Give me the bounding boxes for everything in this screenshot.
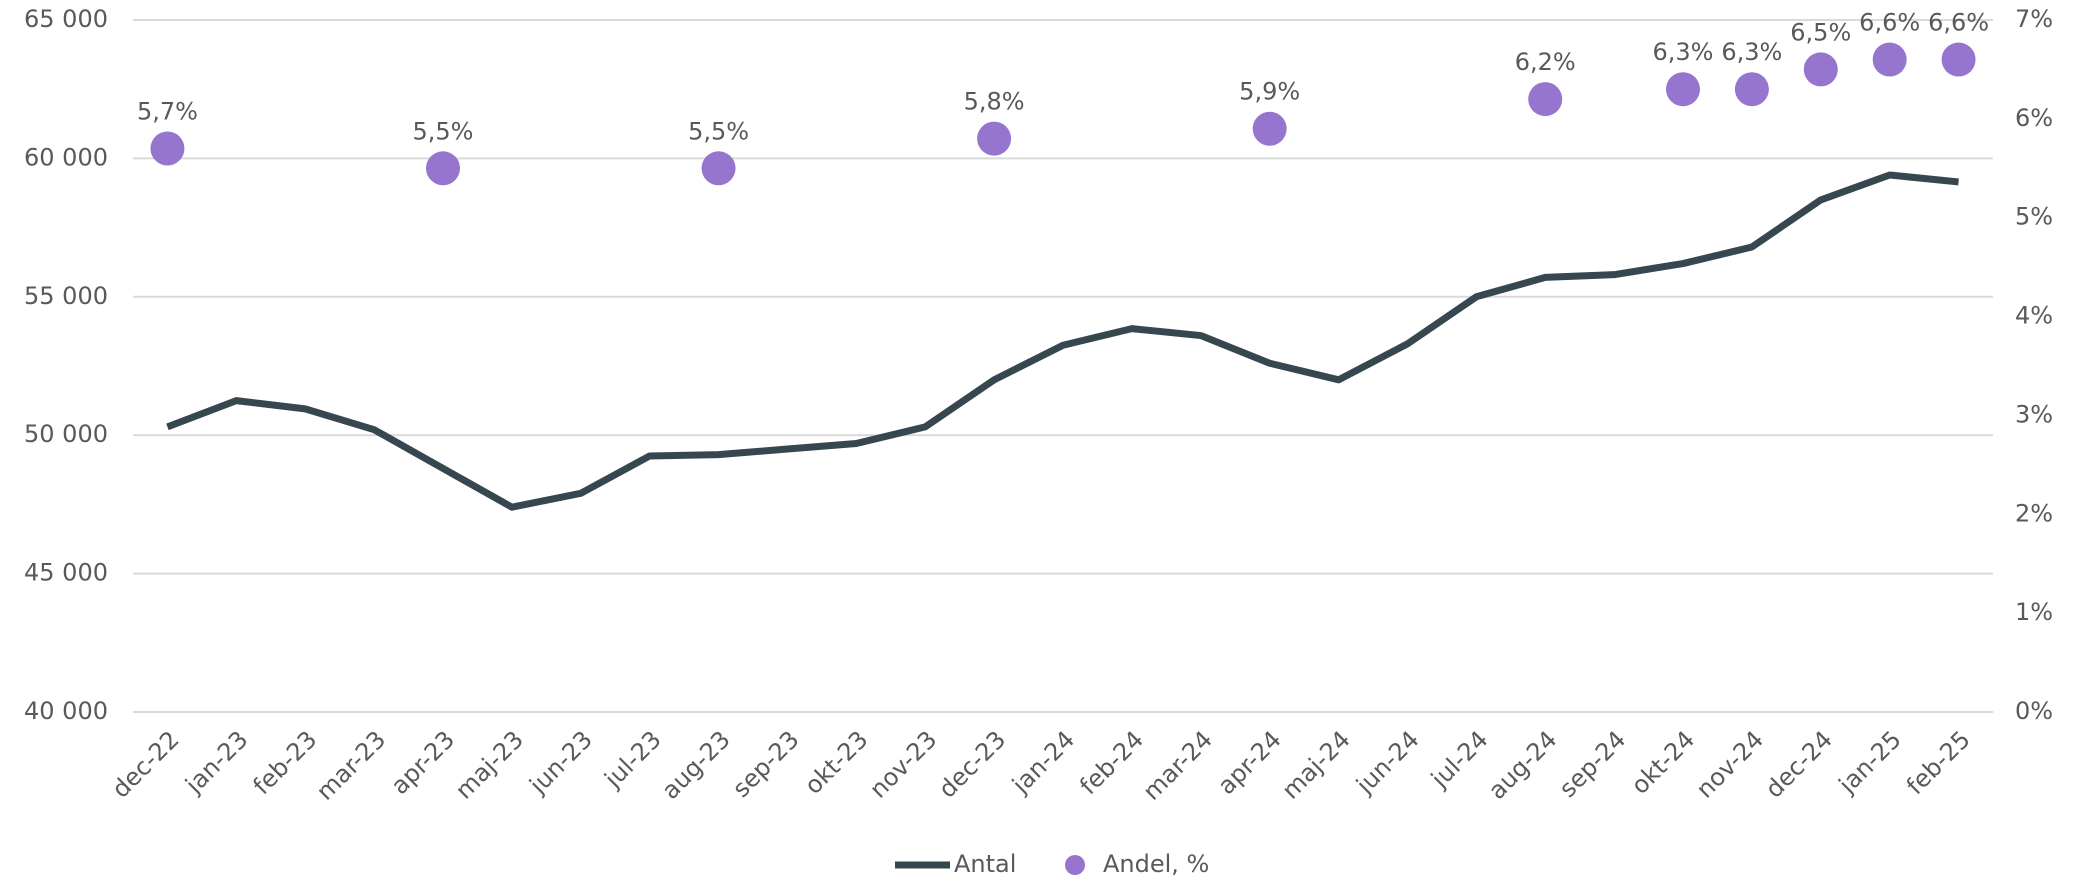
x-tick-label: mar-24 [1138, 725, 1218, 805]
y2-tick-label: 2% [2015, 499, 2053, 527]
y-tick-label: 65 000 [24, 5, 108, 33]
x-tick-label: sep-23 [727, 725, 805, 803]
dot [977, 121, 1012, 156]
x-tick-label: dec-22 [107, 725, 185, 803]
data-label: 6,3% [1721, 38, 1782, 66]
x-tick-label: okt-23 [799, 725, 873, 799]
x-tick-label: sep-24 [1554, 725, 1632, 803]
dot [1666, 72, 1700, 107]
x-tick-label: apr-23 [386, 725, 461, 800]
y2-tick-label: 3% [2015, 400, 2053, 428]
series-line [166, 171, 1959, 511]
data-label: 5,8% [964, 88, 1025, 116]
y-tick-label: 60 000 [24, 143, 108, 171]
y-tick-label: 50 000 [24, 420, 108, 448]
x-tick-label: jun-24 [1350, 725, 1424, 799]
dot [1528, 82, 1563, 117]
x-tick-label: jan-25 [1833, 725, 1907, 799]
dot [1734, 72, 1769, 107]
data-label: 5,9% [1239, 78, 1300, 106]
data-label: 6,6% [1859, 9, 1920, 37]
x-tick-label: maj-23 [450, 725, 529, 804]
y2-tick-label: 5% [2015, 203, 2053, 231]
x-tick-label: feb-25 [1901, 725, 1976, 800]
y-tick-label: 55 000 [24, 282, 108, 310]
legend-marker [1065, 855, 1085, 875]
data-label: 6,2% [1515, 48, 1576, 76]
dot [426, 151, 460, 186]
dot [1941, 42, 1976, 77]
data-label: 5,7% [137, 98, 198, 126]
y2-tick-label: 0% [2015, 697, 2053, 725]
data-label: 5,5% [688, 117, 749, 145]
x-tick-label: feb-23 [248, 725, 323, 800]
legend-label: Antal [954, 850, 1016, 878]
x-tick-label: mar-23 [311, 725, 391, 805]
x-tick-label: feb-24 [1074, 725, 1149, 800]
data-label: 6,3% [1653, 38, 1714, 66]
x-tick-label: aug-23 [656, 725, 735, 804]
y2-tick-label: 1% [2015, 598, 2053, 626]
x-tick-label: jan-24 [1006, 725, 1080, 799]
data-label: 6,5% [1790, 18, 1851, 46]
y2-tick-label: 4% [2015, 302, 2053, 330]
data-label: 6,6% [1928, 9, 1989, 37]
dot [150, 131, 185, 166]
y-tick-label: 45 000 [24, 559, 108, 587]
data-label: 5,5% [413, 117, 474, 145]
x-tick-label: okt-24 [1626, 725, 1700, 799]
x-tick-label: dec-23 [933, 725, 1011, 803]
x-tick-label: nov-24 [1691, 725, 1769, 803]
dot [1872, 42, 1907, 77]
y-tick-label: 40 000 [24, 697, 108, 725]
x-tick-label: dec-24 [1760, 725, 1838, 803]
x-tick-label: maj-24 [1277, 725, 1356, 804]
x-tick-label: apr-24 [1212, 725, 1287, 800]
y2-tick-label: 7% [2015, 5, 2053, 33]
x-tick-label: jun-23 [524, 725, 598, 799]
dot [1252, 111, 1287, 146]
x-tick-label: aug-24 [1483, 725, 1562, 804]
x-tick-label: jan-23 [179, 725, 253, 799]
dot [701, 151, 736, 186]
dot [1803, 52, 1838, 87]
y2-tick-label: 6% [2015, 104, 2053, 132]
x-tick-label: nov-23 [864, 725, 942, 803]
legend-label: Andel, % [1103, 850, 1209, 878]
